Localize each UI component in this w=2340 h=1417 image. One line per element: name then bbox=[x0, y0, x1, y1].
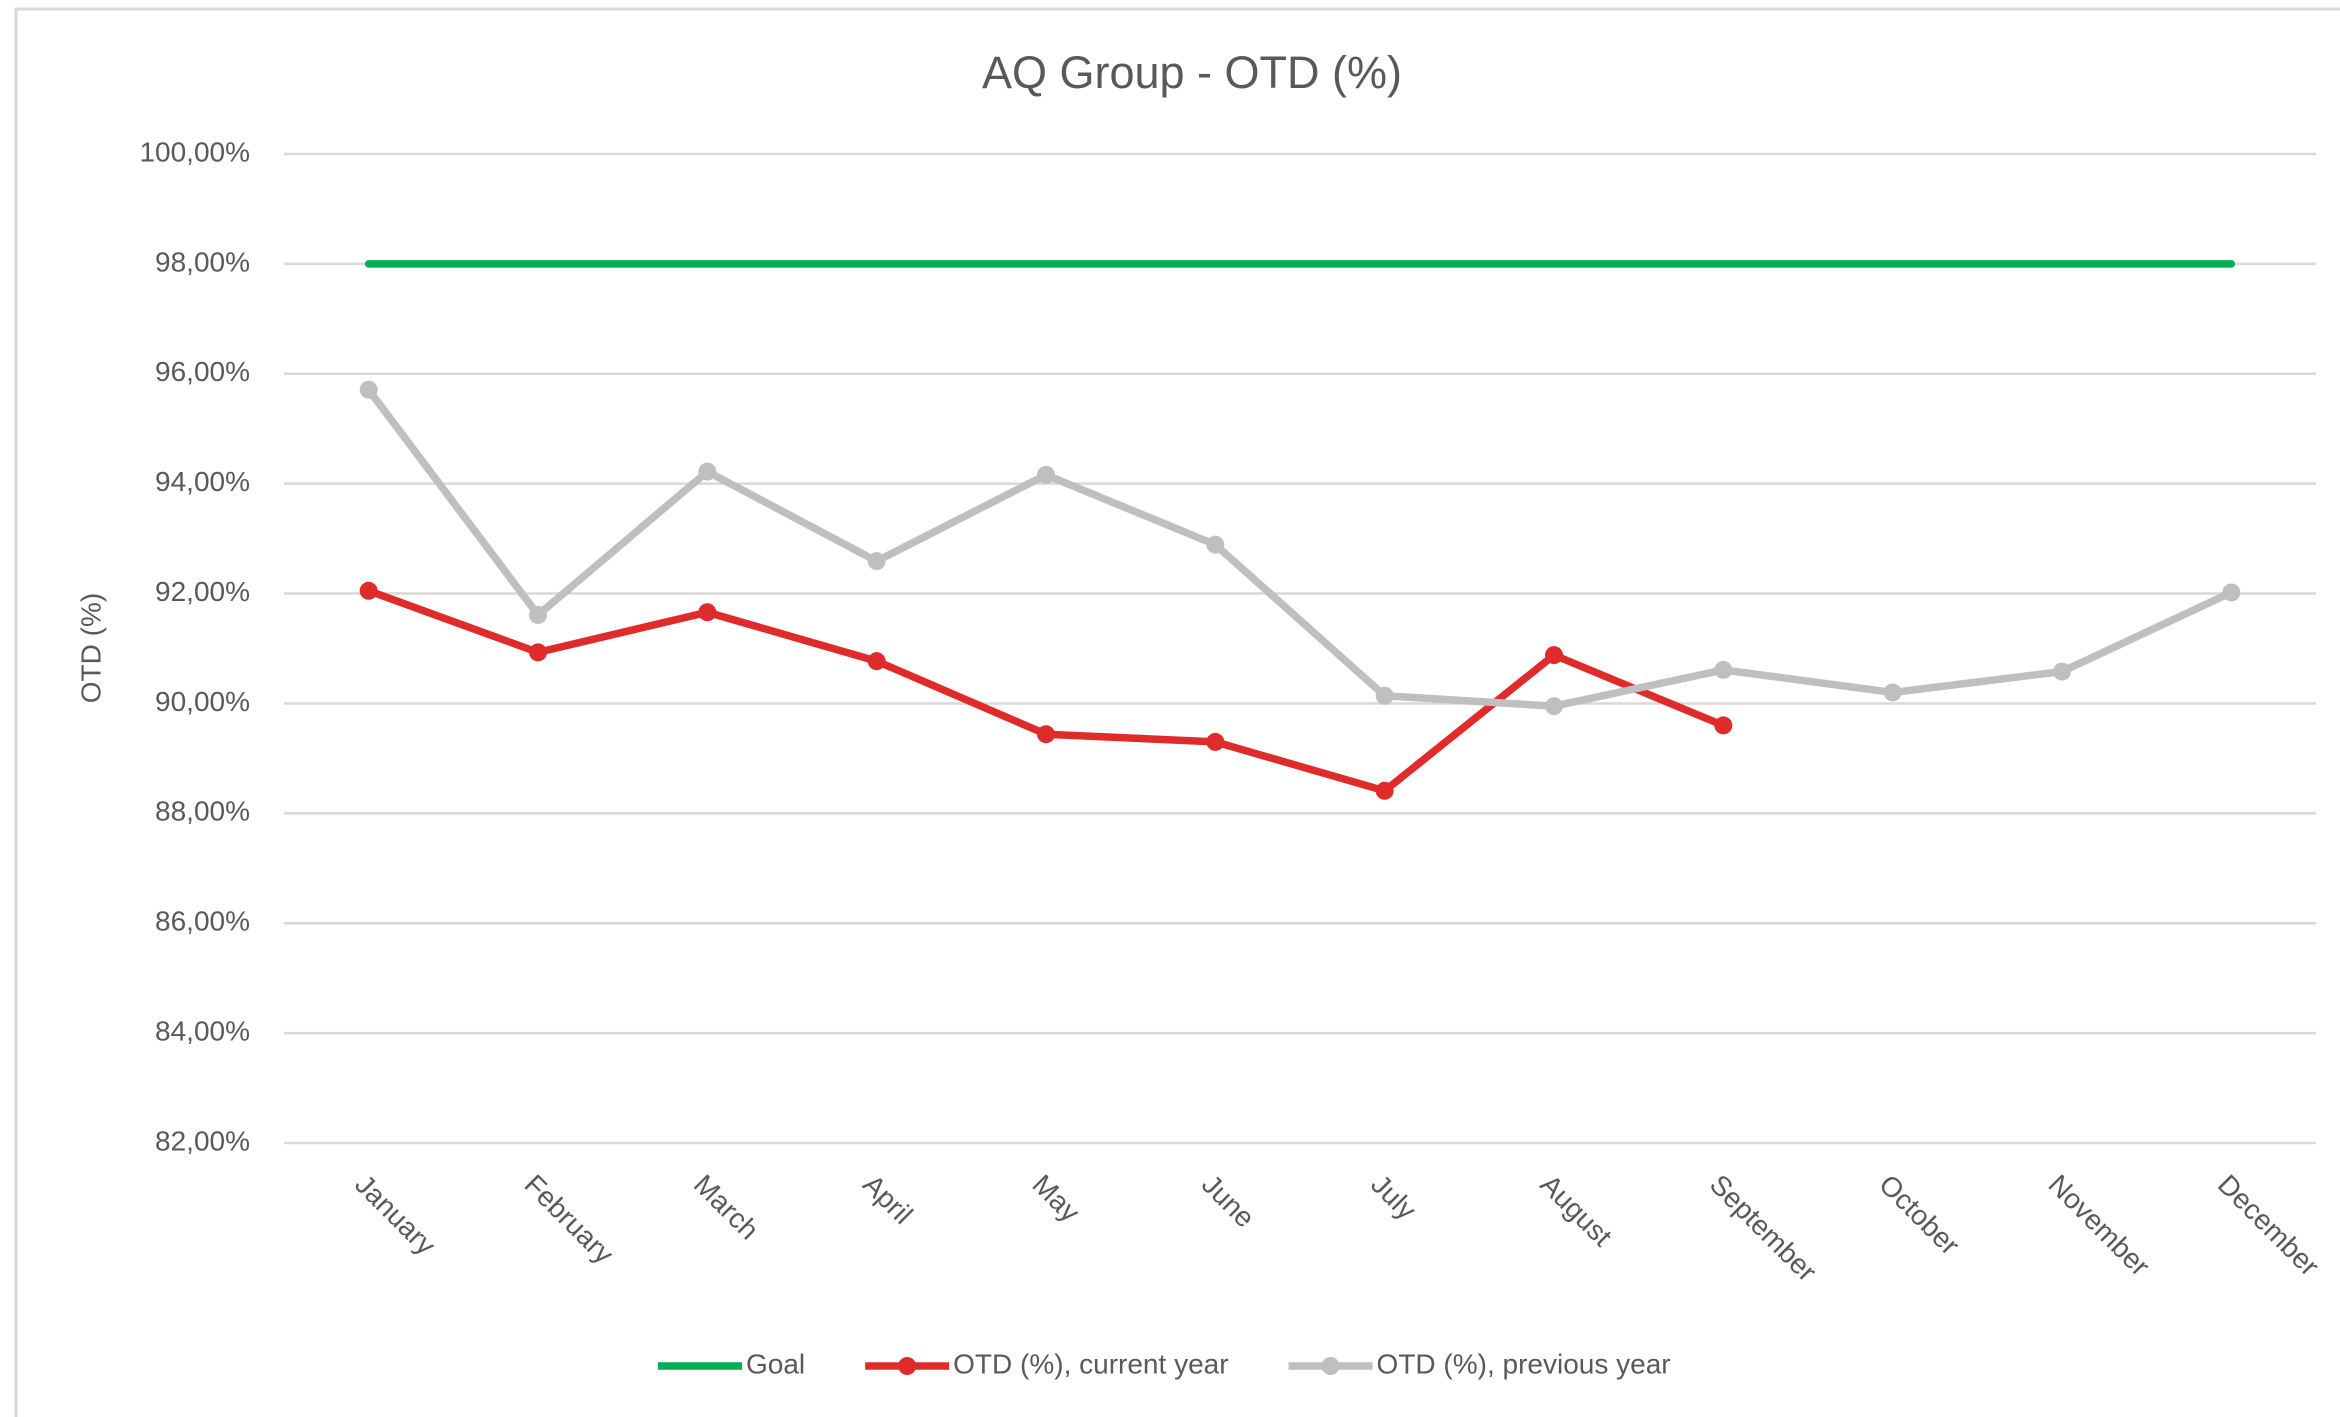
data-point bbox=[359, 581, 378, 600]
data-point bbox=[529, 643, 547, 662]
legend-label: Goal bbox=[746, 1348, 805, 1379]
data-point bbox=[1545, 697, 1563, 716]
data-point bbox=[2053, 662, 2071, 681]
y-tick-label: 98,00% bbox=[155, 246, 250, 277]
data-point bbox=[1206, 535, 1225, 554]
data-point bbox=[529, 605, 547, 624]
data-point bbox=[1206, 732, 1225, 751]
data-point bbox=[1883, 683, 1902, 702]
y-tick-label: 86,00% bbox=[155, 906, 250, 937]
legend-label: OTD (%), previous year bbox=[1377, 1348, 1671, 1379]
y-tick-label: 92,00% bbox=[155, 576, 250, 607]
y-tick-label: 96,00% bbox=[155, 356, 250, 387]
y-tick-label: 88,00% bbox=[155, 796, 250, 827]
y-tick-label: 90,00% bbox=[155, 686, 250, 717]
data-point bbox=[2222, 583, 2241, 602]
data-point bbox=[1375, 781, 1394, 800]
data-point bbox=[1375, 686, 1394, 705]
y-tick-label: 94,00% bbox=[155, 466, 250, 497]
data-point bbox=[359, 380, 378, 399]
legend-label: OTD (%), current year bbox=[953, 1348, 1228, 1379]
y-tick-label: 100,00% bbox=[139, 136, 250, 167]
data-point bbox=[1714, 660, 1733, 679]
legend-marker bbox=[898, 1357, 917, 1375]
data-point bbox=[698, 462, 717, 481]
data-point bbox=[1037, 465, 1055, 484]
data-point bbox=[1714, 716, 1733, 735]
chart-border bbox=[14, 7, 2340, 1417]
series-line bbox=[364, 385, 2236, 710]
chart-title: AQ Group - OTD (%) bbox=[982, 47, 1402, 98]
data-point bbox=[867, 652, 886, 671]
y-axis-title: OTD (%) bbox=[75, 593, 106, 703]
data-point bbox=[867, 552, 886, 571]
y-tick-label: 82,00% bbox=[155, 1125, 250, 1156]
data-point bbox=[1545, 646, 1563, 665]
data-point bbox=[1037, 725, 1055, 744]
legend-marker bbox=[1321, 1357, 1340, 1375]
data-point bbox=[698, 603, 717, 622]
y-tick-label: 84,00% bbox=[155, 1016, 250, 1047]
